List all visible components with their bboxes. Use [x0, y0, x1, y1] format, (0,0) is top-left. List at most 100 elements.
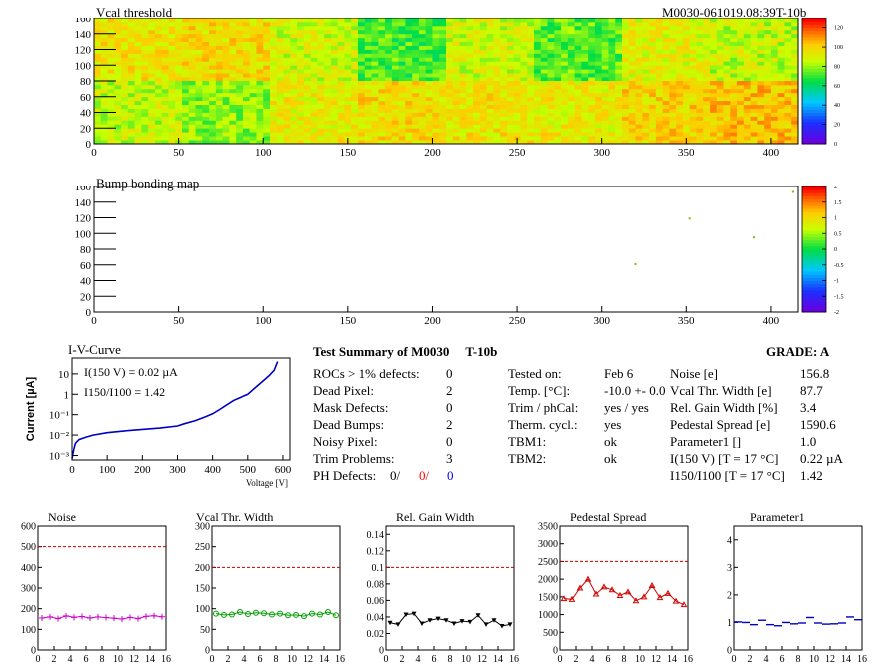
heatmap-cell	[161, 18, 169, 23]
heatmap-cell	[459, 132, 467, 137]
heatmap-cell	[635, 128, 643, 133]
heatmap-cell	[385, 41, 393, 46]
heatmap-cell	[107, 124, 115, 129]
heatmap-cell	[527, 132, 535, 137]
heatmap-cell	[351, 124, 359, 129]
heatmap-cell	[770, 69, 779, 74]
summary-title: Test Summary of M0030 T-10b	[313, 344, 498, 359]
heatmap-cell	[750, 57, 758, 62]
heatmap-cell	[777, 96, 785, 102]
heatmap-cell	[276, 92, 284, 98]
heatmap-cell	[493, 21, 501, 27]
heatmap-cell	[344, 104, 352, 109]
heatmap-cell	[195, 92, 203, 98]
heatmap-cell	[283, 49, 291, 54]
heatmap-cell	[432, 104, 440, 109]
heatmap-cell	[784, 21, 792, 27]
heatmap-cell	[757, 108, 765, 113]
heatmap-cell	[439, 73, 447, 78]
heatmap-cell	[493, 112, 501, 117]
heatmap-cell	[276, 57, 284, 62]
heatmap-cell	[608, 116, 616, 121]
heatmap-cell	[161, 29, 169, 35]
heatmap-cell	[676, 37, 684, 43]
heatmap-cell	[330, 77, 339, 82]
data-point	[387, 620, 393, 626]
heatmap-cell	[94, 120, 102, 125]
heatmap-cell	[378, 136, 386, 141]
heatmap-cell	[290, 53, 298, 58]
heatmap-cell	[121, 18, 129, 23]
heatmap-cell	[547, 88, 555, 94]
heatmap-cell	[222, 37, 230, 43]
heatmap-cell	[574, 77, 582, 82]
heatmap-cell	[452, 84, 460, 90]
heatmap-cell	[628, 124, 636, 129]
heatmap-cell	[114, 96, 122, 102]
heatmap-cell	[175, 25, 183, 31]
heatmap-cell	[385, 25, 393, 31]
heatmap-cell	[452, 49, 460, 54]
colorbar-band	[802, 239, 826, 244]
heatmap-cell	[696, 100, 704, 106]
heatmap-cell	[682, 57, 691, 62]
heatmap-cell	[337, 77, 345, 82]
heatmap-cell	[500, 25, 508, 31]
heatmap-cell	[743, 108, 752, 113]
heatmap-cell	[594, 65, 603, 70]
data-point	[568, 595, 576, 602]
y-tick-label: 3500	[538, 522, 558, 533]
heatmap-cell	[520, 29, 528, 35]
heatmap-cell	[148, 112, 156, 117]
heatmap-cell	[432, 116, 440, 121]
heatmap-cell	[459, 96, 467, 102]
heatmap-cell	[398, 18, 406, 23]
heatmap-cell	[182, 25, 190, 31]
heatmap-cell	[418, 65, 427, 70]
heatmap-cell	[689, 132, 697, 137]
heatmap-cell	[303, 116, 312, 121]
heatmap-cell	[770, 65, 779, 70]
colorbar-band	[802, 201, 826, 206]
heatmap-cell	[324, 88, 332, 94]
heatmap-cell	[615, 37, 623, 43]
heatmap-cell	[703, 100, 711, 106]
heatmap-cell	[134, 65, 142, 70]
heatmap-cell	[588, 120, 596, 125]
heatmap-cell	[391, 116, 400, 121]
heatmap-cell	[425, 112, 433, 117]
heatmap-cell	[229, 108, 237, 113]
heatmap-cell	[696, 33, 704, 39]
heatmap-cell	[324, 104, 332, 109]
heatmap-cell	[432, 108, 440, 113]
heatmap-cell	[628, 120, 636, 125]
heatmap-cell	[303, 25, 312, 31]
heatmap-cell	[107, 112, 115, 117]
heatmap-cell	[608, 33, 616, 39]
heatmap-cell	[371, 104, 379, 109]
heatmap-cell	[229, 124, 237, 129]
heatmap-cell	[608, 41, 616, 46]
y-tick-label: 2000	[538, 575, 558, 586]
heatmap-cell	[622, 65, 630, 70]
heatmap-cell	[737, 25, 745, 31]
heatmap-cell	[256, 128, 264, 133]
data-point	[71, 614, 77, 621]
ph-defects: PH Defects:	[313, 468, 377, 483]
heatmap-cell	[236, 65, 244, 70]
heatmap-cell	[310, 49, 318, 54]
heatmap-cell	[209, 77, 217, 82]
heatmap-cell	[635, 25, 643, 31]
x-tick-label: 16	[509, 654, 519, 665]
heatmap-cell	[412, 37, 420, 43]
heatmap-cell	[107, 37, 115, 43]
heatmap-cell	[513, 18, 521, 23]
heatmap-cell	[784, 112, 792, 117]
heatmap-cell	[662, 108, 670, 113]
heatmap-cell	[107, 140, 115, 145]
heatmap-cell	[358, 136, 366, 141]
heatmap-cell	[757, 84, 765, 90]
heatmap-cell	[473, 21, 481, 27]
heatmap-cell	[310, 21, 318, 27]
heatmap-cell	[506, 77, 515, 82]
